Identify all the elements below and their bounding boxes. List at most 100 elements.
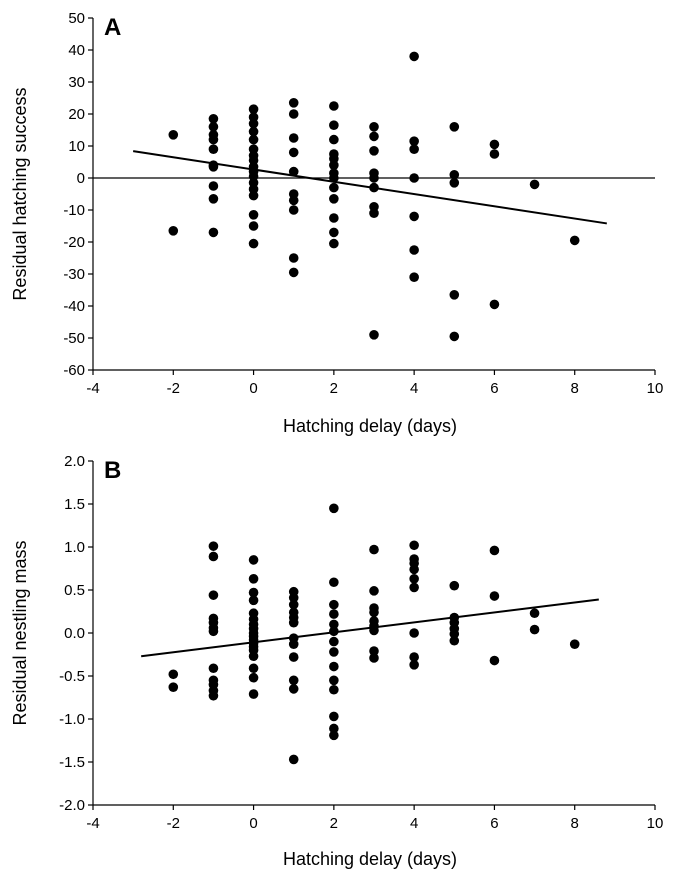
panel-b-data-point: [409, 660, 419, 670]
panel-a-data-point: [248, 118, 259, 129]
panel-a-x-tick-label: 8: [571, 380, 579, 397]
panel-a-y-tick-label: -10: [63, 202, 85, 219]
panel-b-x-tick-label: -2: [167, 815, 180, 832]
panel-b-data-point: [288, 675, 299, 686]
panel-b-data-point: [288, 754, 299, 765]
panel-a-data-point: [288, 133, 299, 143]
panel-a-letter: A: [104, 14, 121, 41]
panel-b-data-point: [529, 608, 540, 619]
panel-a-x-tick-label: 0: [249, 380, 257, 397]
panel-a-y-tick-label: -30: [63, 266, 85, 283]
panel-a-data-point: [208, 122, 219, 132]
panel-b-nestling-mass: B -2.0 -1.5 -1.0 -0.5 0.0 0.5 1.0 1.5 2.0 -4 -2 0 2 4…: [10, 453, 663, 869]
panel-a-data-point: [329, 160, 339, 170]
panel-b-data-point: [288, 684, 299, 694]
panel-b-letter: B: [104, 457, 121, 484]
panel-b-data-point: [489, 545, 500, 556]
panel-a-x-tick-label: -4: [86, 380, 99, 397]
panel-a-data-point: [329, 120, 339, 130]
panel-b-data-point: [329, 730, 339, 741]
panel-b-data-point: [208, 551, 219, 562]
panel-b-y-tick-label: -0.5: [59, 668, 85, 685]
panel-a-data-point: [569, 235, 580, 246]
panel-a-y-tick-label: 20: [68, 106, 85, 123]
panel-a-data-point: [369, 146, 379, 156]
panel-b-data-point: [449, 629, 460, 639]
panel-a-y-tick-label: 30: [68, 74, 85, 91]
panel-a-data-point: [329, 194, 339, 204]
panel-a-x-tick-label: 2: [330, 380, 338, 397]
panel-a-data-point: [449, 170, 460, 180]
panel-b-data-point: [409, 628, 419, 638]
panel-a-data-point: [409, 51, 419, 62]
panel-a-data-point: [409, 272, 419, 283]
panel-b-data-point: [248, 574, 259, 584]
panel-a-data-point: [168, 130, 179, 140]
panel-a-y-tick-label: 40: [68, 42, 85, 59]
panel-b-data-point: [208, 590, 219, 600]
panel-a-data-point: [449, 331, 460, 342]
panel-a-y-tick-label: 10: [68, 138, 85, 155]
panel-b-data-point: [248, 651, 259, 662]
panel-a-data-point: [248, 210, 259, 220]
panel-b-data-point: [409, 574, 419, 584]
panel-b-data-point: [369, 607, 379, 618]
panel-a-y-tick-label: 0: [77, 170, 85, 187]
panel-a-data-point: [489, 139, 500, 150]
panel-a-data-point: [208, 114, 219, 124]
panel-a-y-tick-label: -20: [63, 234, 85, 251]
panel-b-data-point: [369, 544, 379, 555]
panel-a-x-tick-label: 6: [490, 380, 498, 397]
panel-b-data-point: [329, 723, 339, 734]
panel-a-data-point: [449, 290, 460, 300]
panel-b-data-point: [248, 672, 259, 683]
panel-b-y-tick-label: -2.0: [59, 797, 85, 814]
panel-a-data-point: [449, 178, 460, 188]
panel-b-data-point: [409, 652, 419, 662]
panel-b-data-point: [168, 682, 179, 692]
panel-b-data-point: [329, 577, 339, 588]
panel-a-data-point: [369, 131, 379, 142]
panel-a-y-axis-title: Residual hatching success: [10, 87, 30, 300]
panel-a-data-point: [208, 194, 219, 204]
panel-b-x-tick-label: 8: [571, 815, 579, 832]
panel-a-x-tick-label: 4: [410, 380, 418, 397]
panel-b-y-axis-title: Residual nestling mass: [10, 540, 30, 725]
panel-b-data-point: [329, 626, 339, 637]
panel-a-data-point: [329, 213, 339, 223]
panel-a-data-point: [208, 181, 219, 191]
panel-b-data-point: [168, 669, 179, 680]
panel-b-points: [168, 503, 580, 765]
panel-b-data-point: [329, 711, 339, 722]
panel-a-data-point: [329, 182, 339, 193]
panel-a-data-point: [369, 173, 379, 183]
panel-b-data-point: [288, 652, 299, 662]
panel-a-data-point: [329, 134, 339, 145]
panel-a-data-point: [489, 299, 500, 310]
panel-a-data-point: [248, 238, 259, 249]
panel-b-data-point: [529, 624, 540, 635]
panel-b-data-point: [329, 675, 339, 686]
panel-a-x-tick-label: -2: [167, 380, 180, 397]
panel-b-y-tick-label: 0.5: [64, 582, 85, 599]
panel-b-y-tick-label: 1.5: [64, 496, 85, 513]
panel-b-data-point: [489, 655, 500, 666]
panel-b-data-point: [409, 540, 419, 551]
panel-a-y-tick-label: -40: [63, 298, 85, 315]
panel-b-y-tick-label: 0.0: [64, 625, 85, 642]
panel-b-data-point: [329, 647, 339, 657]
panel-a-data-point: [288, 147, 299, 158]
panel-b-trendline: [141, 598, 599, 658]
panel-a-points: [168, 51, 580, 342]
panel-b-data-point: [208, 541, 219, 551]
panel-a-data-point: [288, 267, 299, 278]
panel-a-data-point: [529, 179, 540, 190]
panel-a-data-point: [409, 173, 419, 183]
panel-a-data-point: [208, 134, 219, 145]
panel-b-data-point: [449, 635, 460, 646]
panel-a-data-point: [369, 330, 379, 340]
panel-a-data-point: [409, 144, 419, 154]
panel-b-data-point: [449, 580, 460, 591]
